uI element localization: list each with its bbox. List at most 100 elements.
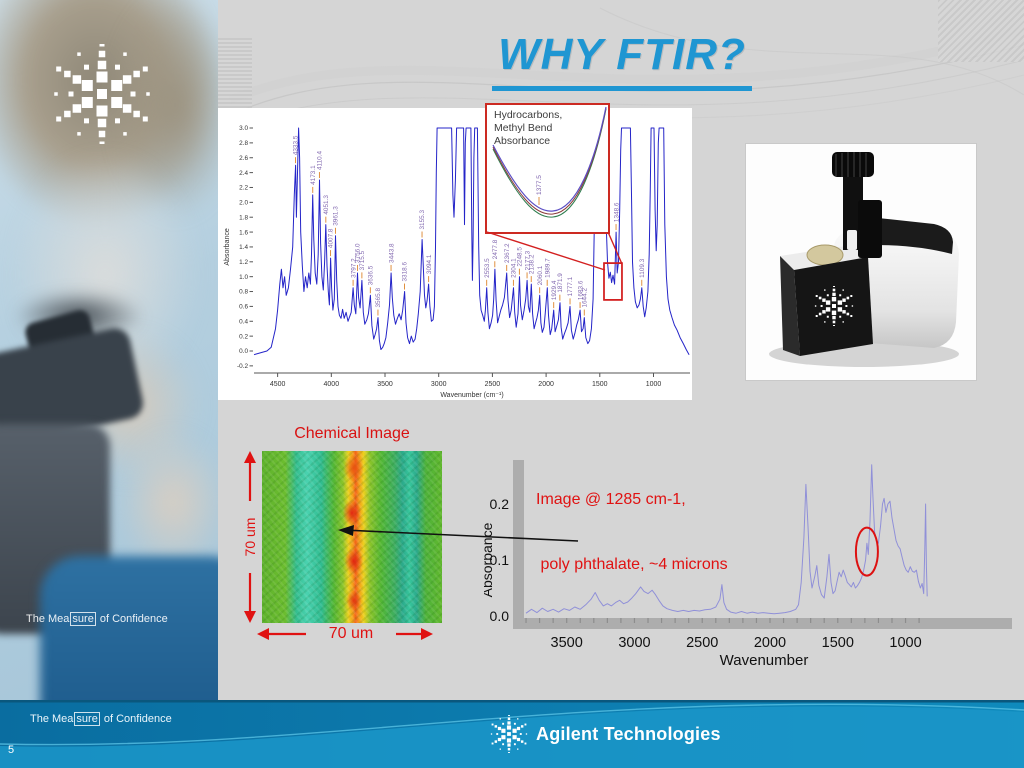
footer-brand: Agilent Technologies (490, 710, 721, 758)
footer-brand-text: Agilent Technologies (536, 723, 721, 744)
svg-text:-0.2: -0.2 (237, 363, 248, 370)
slide-title-wrap: WHY FTIR? (232, 30, 1012, 91)
photo-hand (118, 430, 218, 575)
ftir-spectrum-panel: 4500 4000 3500 3000 2500 2000 1500 1000 Wavenumb… (218, 108, 692, 400)
svg-text:4173.1: 4173.1 (310, 165, 317, 185)
photo-scientist-at-microscope: The Mea sure of Confidence (0, 0, 218, 700)
svg-text:0.0: 0.0 (490, 608, 510, 624)
footer-band (0, 700, 1024, 768)
svg-text:3636.5: 3636.5 (368, 265, 375, 285)
watermark-text: The Mea (26, 613, 70, 625)
slide-title: WHY FTIR? (492, 30, 752, 91)
footer-tagline-text-2: of Confidence (100, 713, 172, 725)
svg-text:1109.3: 1109.3 (639, 258, 646, 278)
svg-text:2.4: 2.4 (239, 170, 248, 177)
svg-text:Absorbance: Absorbance (484, 522, 495, 597)
svg-text:2.8: 2.8 (239, 140, 248, 147)
svg-text:1777.1: 1777.1 (567, 276, 574, 296)
svg-text:1000: 1000 (646, 381, 662, 388)
svg-text:1683.6: 1683.6 (577, 280, 584, 300)
annotation-line2: poly phthalate, ~4 microns (536, 555, 728, 573)
svg-text:1.4: 1.4 (239, 244, 248, 251)
photo-clothing (40, 556, 218, 700)
svg-text:0.0: 0.0 (239, 348, 248, 355)
svg-text:2.2: 2.2 (239, 185, 248, 192)
svg-text:2000: 2000 (754, 635, 786, 651)
svg-text:3094.1: 3094.1 (426, 254, 433, 274)
svg-text:3756.0: 3756.0 (355, 243, 362, 263)
annotation-line1: Image @ 1285 cm-1, (536, 491, 686, 509)
svg-text:3565.8: 3565.8 (375, 288, 382, 308)
svg-text:4110.4: 4110.4 (317, 151, 324, 171)
inset-curves: 1377.5 (492, 106, 607, 218)
svg-text:4333.5: 4333.5 (293, 135, 300, 155)
photo-watermark: The Mea sure of Confidence (26, 612, 168, 626)
svg-text:3500: 3500 (377, 381, 393, 388)
svg-text:1.8: 1.8 (239, 214, 248, 221)
svg-text:2000: 2000 (538, 381, 554, 388)
spectrum-zoom-inset: Hydrocarbons, Methyl Bend Absorbance 137… (485, 103, 610, 234)
svg-text:0.2: 0.2 (490, 496, 510, 512)
svg-text:1.0: 1.0 (239, 274, 248, 281)
svg-text:2553.5: 2553.5 (484, 258, 491, 278)
svg-text:1871.9: 1871.9 (557, 273, 564, 293)
svg-text:4051.3: 4051.3 (323, 195, 330, 215)
svg-text:3.0: 3.0 (239, 125, 248, 132)
svg-text:3318.6: 3318.6 (402, 262, 409, 282)
svg-text:2248.5: 2248.5 (517, 247, 524, 267)
svg-text:3443.8: 3443.8 (388, 243, 395, 263)
svg-text:1348.6: 1348.6 (613, 202, 620, 222)
svg-text:3797.2: 3797.2 (350, 258, 357, 278)
footer-tagline-boxed: sure (74, 712, 100, 726)
svg-text:1.6: 1.6 (239, 229, 248, 236)
svg-text:Wavenumber: Wavenumber (720, 652, 809, 669)
svg-text:Absorbance: Absorbance (224, 228, 231, 265)
svg-text:0.1: 0.1 (490, 552, 510, 568)
svg-text:0.4: 0.4 (239, 318, 248, 325)
svg-text:1500: 1500 (822, 635, 854, 651)
svg-text:2500: 2500 (686, 635, 718, 651)
svg-text:3000: 3000 (618, 635, 650, 651)
watermark-text-2: of Confidence (96, 613, 168, 625)
svg-text:4007.8: 4007.8 (328, 228, 335, 248)
ridge-texture-corner (938, 0, 1024, 62)
svg-text:2.6: 2.6 (239, 155, 248, 162)
svg-text:3500: 3500 (551, 635, 583, 651)
svg-text:4000: 4000 (324, 381, 340, 388)
svg-text:2.0: 2.0 (239, 200, 248, 207)
agilent-logo-icon (490, 715, 528, 753)
watermark-boxed-text: sure (70, 612, 96, 626)
svg-text:2060.1: 2060.1 (537, 265, 544, 285)
chemical-image-heatmap (262, 451, 442, 623)
svg-text:1929.4: 1929.4 (551, 280, 558, 300)
ftir-instrument-drawing (769, 152, 959, 367)
image-spectrum-annotation: Image @ 1285 cm-1, poly phthalate, ~4 mi… (536, 446, 728, 619)
svg-text:2500: 2500 (485, 381, 501, 388)
svg-text:3961.3: 3961.3 (333, 206, 340, 226)
svg-text:0.2: 0.2 (239, 333, 248, 340)
svg-text:1989.7: 1989.7 (544, 258, 551, 278)
svg-text:Wavenumber (cm⁻¹): Wavenumber (cm⁻¹) (440, 392, 503, 399)
svg-text:1500: 1500 (592, 381, 608, 388)
svg-text:1644.2: 1644.2 (582, 288, 589, 308)
svg-text:3715.5: 3715.5 (359, 250, 366, 270)
svg-text:1000: 1000 (889, 635, 921, 651)
page-number: 5 (8, 744, 15, 756)
svg-text:0.6: 0.6 (239, 304, 248, 311)
ftir-instrument-photo (746, 144, 976, 380)
agilent-starburst-icon (54, 44, 150, 144)
svg-text:3155.3: 3155.3 (419, 210, 426, 230)
svg-text:2138.2: 2138.2 (528, 254, 535, 274)
svg-text:4500: 4500 (270, 381, 286, 388)
width-dimension-label: 70 um (306, 625, 396, 643)
height-dimension-label: 70 um (241, 501, 259, 573)
ftir-spectrum-chart: 4500 4000 3500 3000 2500 2000 1500 1000 Wavenumb… (224, 125, 690, 399)
footer-tagline: The Mea sure of Confidence (30, 712, 172, 726)
svg-text:2477.8: 2477.8 (492, 239, 499, 259)
svg-text:0.8: 0.8 (239, 289, 248, 296)
svg-text:3000: 3000 (431, 381, 447, 388)
svg-text:1.2: 1.2 (239, 259, 248, 266)
chemical-image-title: Chemical Image (294, 425, 410, 442)
footer-tagline-text: The Mea (30, 713, 74, 725)
